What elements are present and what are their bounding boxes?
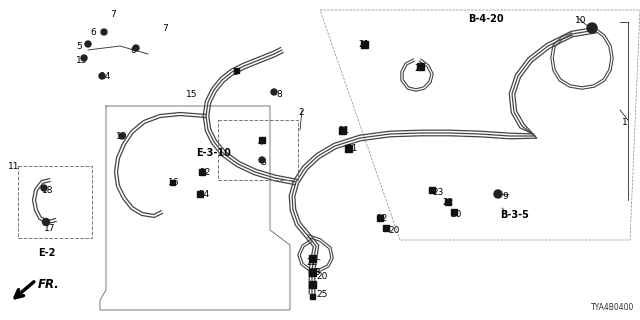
Bar	[310, 293, 314, 299]
Circle shape	[494, 190, 502, 198]
Text: 5: 5	[76, 42, 82, 51]
Text: 6: 6	[90, 28, 96, 37]
Bar	[197, 191, 203, 197]
Text: 21: 21	[414, 64, 426, 73]
Text: 19: 19	[116, 132, 127, 141]
Text: 14: 14	[100, 72, 111, 81]
Text: 3: 3	[232, 68, 237, 77]
Bar	[451, 209, 457, 215]
Text: 4: 4	[258, 138, 264, 147]
Text: 20: 20	[450, 210, 461, 219]
Bar	[170, 180, 175, 185]
Text: 24: 24	[198, 190, 209, 199]
Bar	[445, 199, 451, 205]
Text: TYA4B0400: TYA4B0400	[591, 303, 634, 312]
Circle shape	[133, 45, 139, 51]
Circle shape	[587, 23, 597, 33]
Text: 9: 9	[502, 192, 508, 201]
Text: 23: 23	[432, 188, 444, 197]
Text: 15: 15	[186, 90, 198, 99]
Text: 11: 11	[8, 162, 19, 171]
Text: 15: 15	[76, 56, 88, 65]
Circle shape	[101, 29, 107, 35]
Bar	[383, 225, 389, 231]
Text: B-3-5: B-3-5	[500, 210, 529, 220]
Circle shape	[41, 185, 47, 191]
Text: 8: 8	[260, 158, 266, 167]
Text: 13: 13	[310, 268, 321, 277]
Circle shape	[271, 89, 277, 95]
Text: 21: 21	[346, 144, 357, 153]
Bar	[308, 268, 316, 276]
Text: 6: 6	[130, 46, 136, 55]
Circle shape	[42, 219, 49, 226]
Text: 21: 21	[358, 40, 369, 49]
Text: 7: 7	[110, 10, 116, 19]
Text: 21: 21	[338, 126, 349, 135]
Text: 10: 10	[575, 16, 586, 25]
Text: E-3-10: E-3-10	[196, 148, 231, 158]
Text: 16: 16	[168, 178, 179, 187]
Text: 18: 18	[42, 186, 54, 195]
Text: 22: 22	[376, 214, 387, 223]
Bar	[259, 137, 265, 143]
Bar	[308, 281, 316, 287]
Bar	[429, 187, 435, 193]
Text: 1: 1	[622, 118, 628, 127]
Text: 7: 7	[162, 24, 168, 33]
Text: 8: 8	[276, 90, 282, 99]
Text: 25: 25	[316, 290, 328, 299]
Circle shape	[85, 41, 91, 47]
Circle shape	[259, 157, 265, 163]
Bar	[308, 254, 316, 261]
Text: 22: 22	[306, 258, 317, 267]
Text: E-2: E-2	[38, 248, 56, 258]
Circle shape	[81, 55, 87, 61]
Bar	[234, 68, 239, 73]
Text: 22: 22	[442, 198, 453, 207]
Text: FR.: FR.	[38, 278, 60, 292]
Text: 12: 12	[200, 168, 211, 177]
Circle shape	[99, 73, 105, 79]
Text: B-4-20: B-4-20	[468, 14, 504, 24]
Circle shape	[119, 133, 125, 139]
Text: 17: 17	[44, 224, 56, 233]
Bar	[360, 41, 367, 47]
Bar	[417, 62, 424, 69]
Text: 20: 20	[316, 272, 328, 281]
Text: 2: 2	[298, 108, 303, 117]
Text: 20: 20	[388, 226, 399, 235]
Bar	[199, 169, 205, 175]
Bar	[339, 126, 346, 133]
Bar	[377, 215, 383, 221]
Bar	[344, 145, 351, 151]
